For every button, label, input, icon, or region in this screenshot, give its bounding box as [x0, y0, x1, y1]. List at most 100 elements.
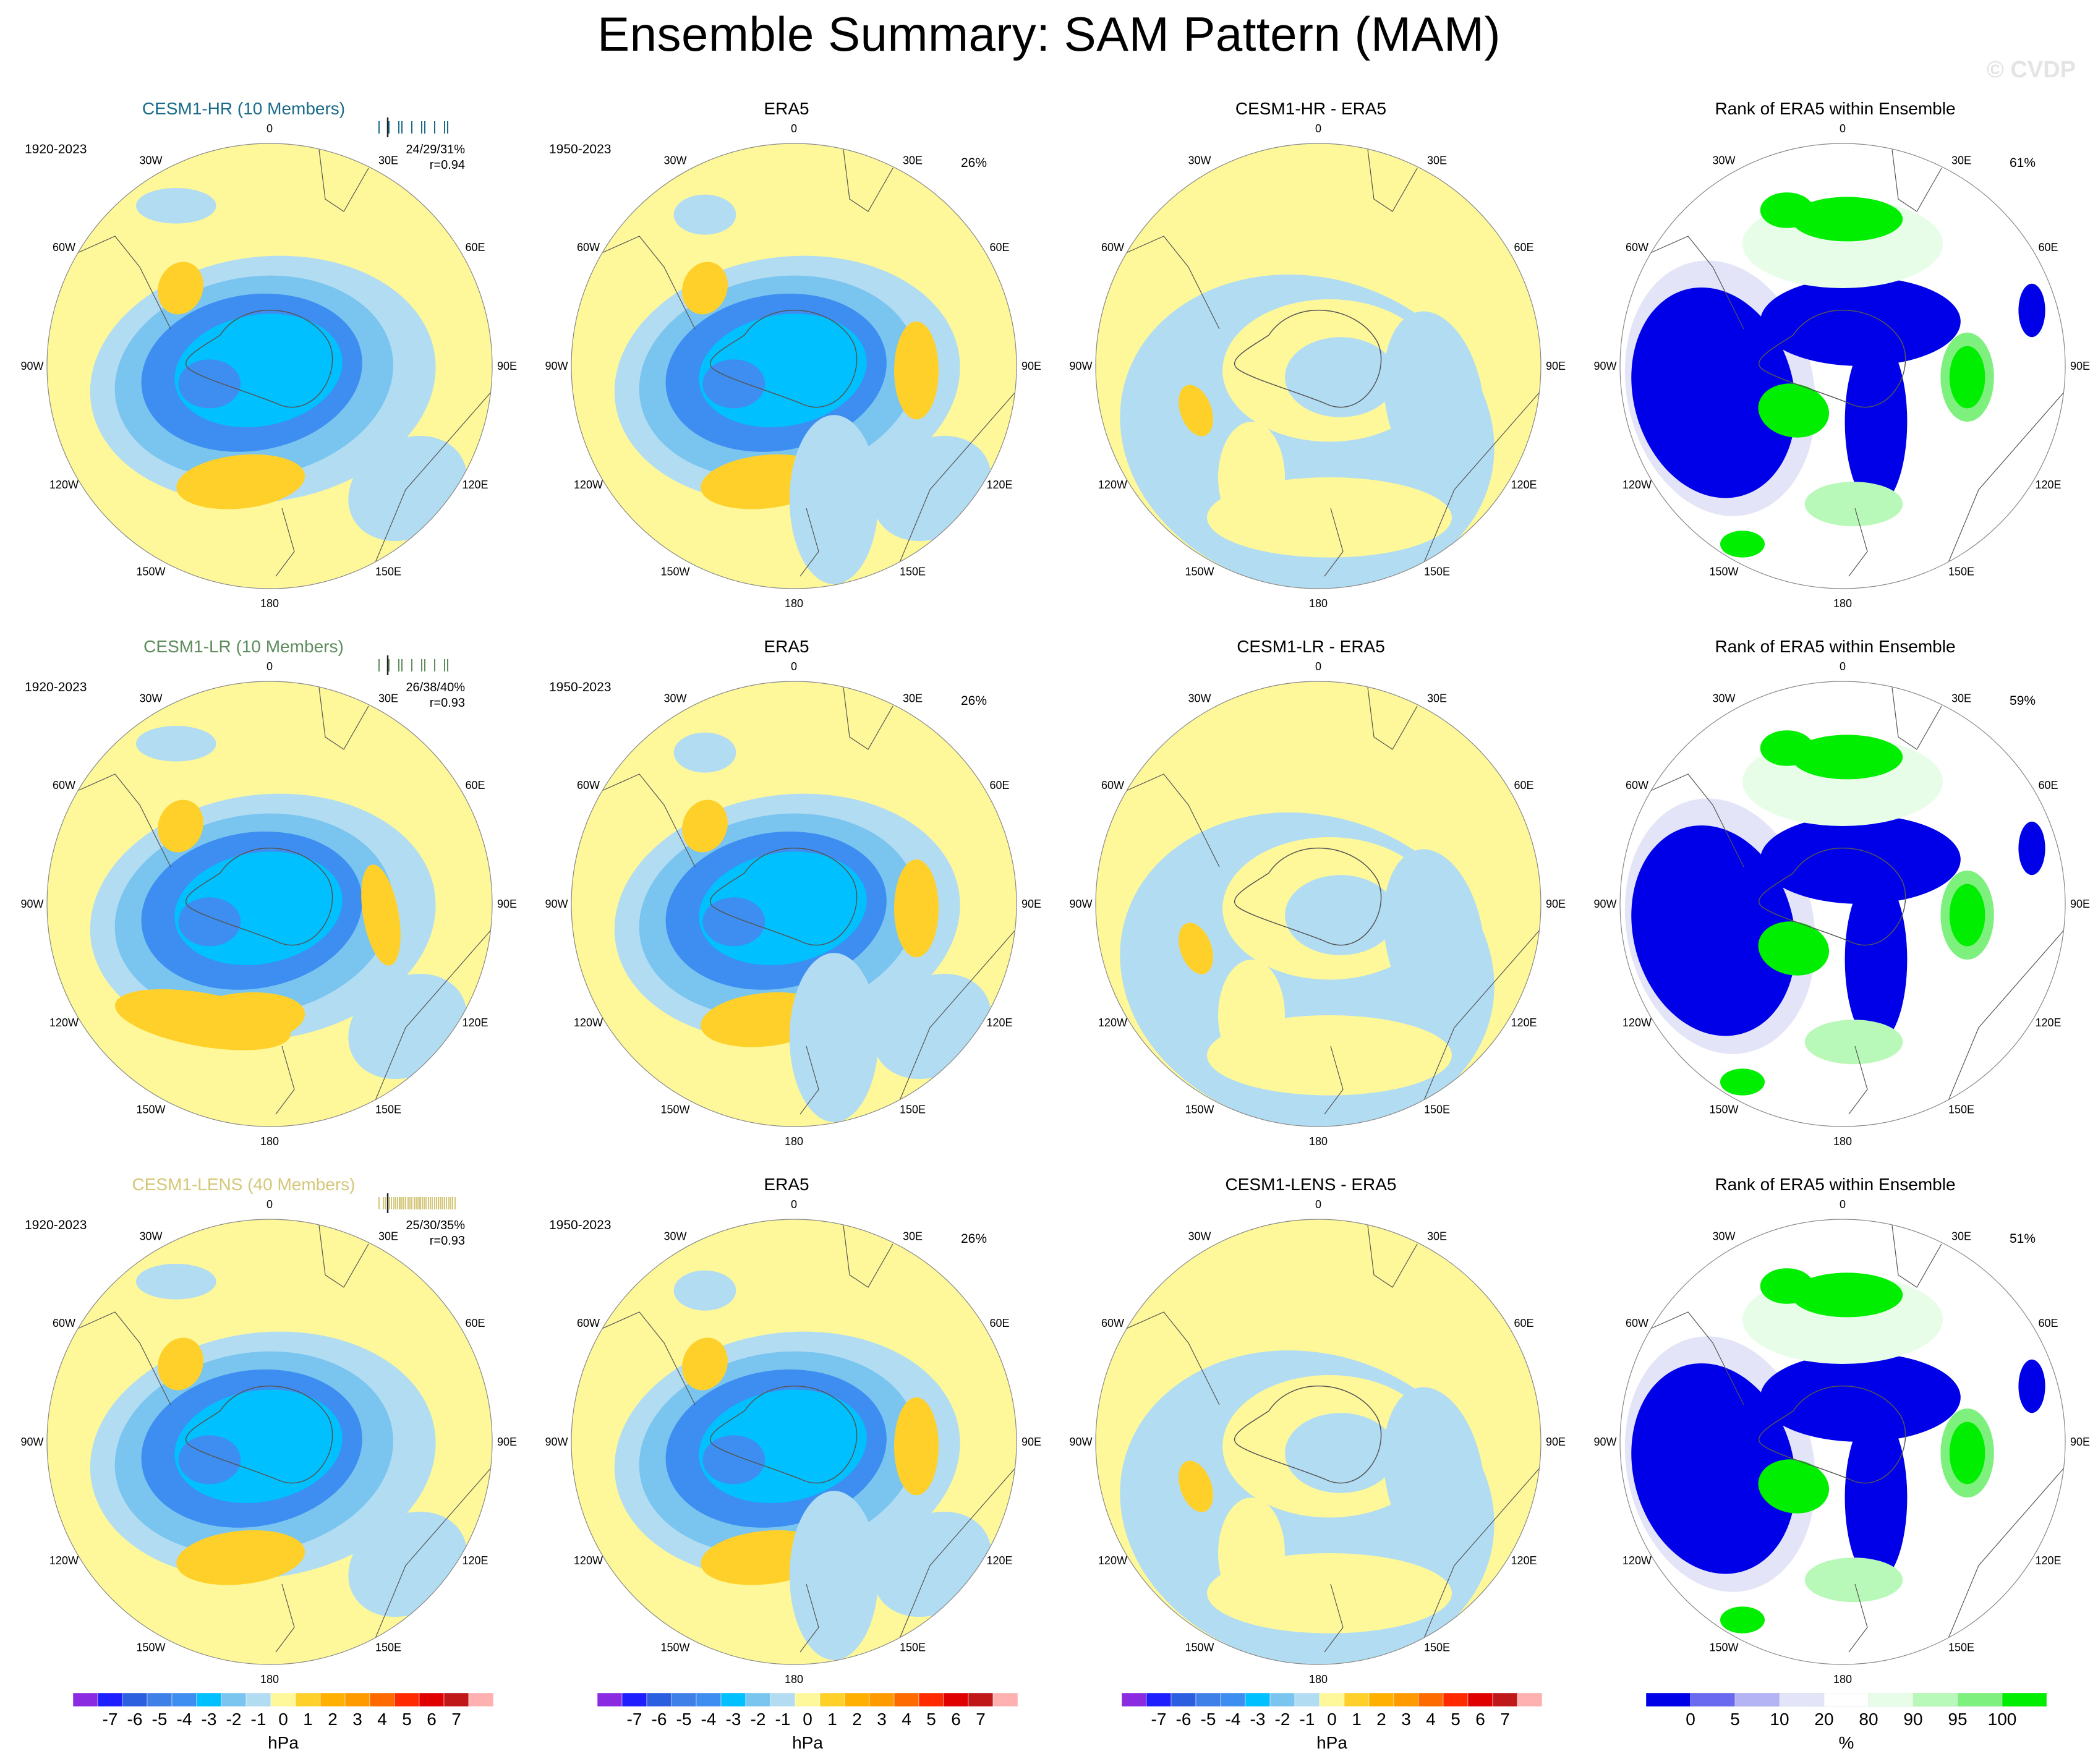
contour-region [1760, 277, 1961, 366]
contour-region [2018, 283, 2045, 338]
longitude-label: 30W [1188, 154, 1211, 166]
longitude-label: 60W [53, 241, 75, 254]
contour-region [702, 359, 765, 409]
map-boundary [571, 1219, 1017, 1665]
percent-label: 26% [961, 156, 987, 170]
diff-title: CESM1-HR - ERA5 [1235, 99, 1387, 118]
new-zealand-coastline [800, 1583, 819, 1653]
longitude-label: 60W [577, 1317, 600, 1329]
south-america-coastline [1107, 1311, 1220, 1405]
south-america-coastline [1632, 1311, 1744, 1405]
contour-region [135, 726, 216, 762]
longitude-label: 120W [49, 479, 79, 491]
colorbar-swatch [671, 1692, 697, 1707]
colorbar-tick-label: 1 [303, 1710, 313, 1729]
map-fill [1096, 143, 1541, 589]
colorbar-swatch [1195, 1692, 1221, 1707]
longitude-label: 150W [1709, 1642, 1738, 1654]
map-boundary [1619, 143, 2066, 589]
contour-region [135, 188, 216, 224]
africa-coastline [843, 1225, 893, 1288]
colorbar-unit: % [1839, 1733, 1854, 1752]
longitude-label: 90W [1593, 898, 1616, 910]
rank-title: Rank of ERA5 within Ensemble [1715, 637, 1956, 656]
longitude-label: 90W [1069, 1436, 1092, 1448]
longitude-label: 120W [1098, 1016, 1127, 1029]
colorbar-swatch [221, 1692, 247, 1707]
africa-coastline [1367, 149, 1418, 212]
longitude-label: 60E [466, 1317, 485, 1329]
longitude-label: 60E [466, 241, 485, 254]
map-boundary [1619, 681, 2066, 1127]
longitude-label: 180 [260, 597, 279, 610]
diff-title: CESM1-LENS - ERA5 [1225, 1175, 1397, 1194]
contour-region [1758, 921, 1830, 976]
colorbar-tick-label: -1 [775, 1710, 791, 1729]
colorbar-swatch [443, 1692, 469, 1707]
contour-region [1949, 1421, 1985, 1485]
colorbar-tick-label: 2 [328, 1710, 338, 1729]
colorbar-tick-label: 100 [1988, 1710, 2017, 1729]
colorbar-tick-label: 0 [1686, 1710, 1695, 1729]
contour-region [1791, 735, 1903, 780]
colorbar-tick-label: 95 [1948, 1710, 1967, 1729]
contour-region [1207, 1015, 1452, 1096]
percent-label: 61% [2010, 156, 2036, 170]
longitude-label: 0 [791, 660, 797, 673]
panel-model-row3: 0 30E 60E 90E 120E 150E 180 150W 120W 90W 60W 30W CE… [0, 1175, 524, 1713]
contour-region [1760, 730, 1814, 766]
map-fill [1620, 681, 2065, 1127]
panel-rank-row1: 0 30E 60E 90E 120E 150E 180 150W 120W 90W 60W 30W Ra… [1573, 99, 2097, 637]
longitude-label: 90W [20, 1436, 43, 1448]
pattern-correlation: r=0.93 [429, 1234, 465, 1248]
australia-coastline [898, 390, 1017, 565]
ensemble-ticks [378, 117, 448, 137]
colorbar-tick-label: 3 [352, 1710, 362, 1729]
polar-map: 0 30E 60E 90E 120E 150E 180 150W 120W 90W 60W 30W [545, 122, 1041, 610]
longitude-label: 60E [2039, 779, 2058, 791]
antarctica-coastline [709, 848, 858, 946]
colorbar-tick-label: -7 [103, 1710, 118, 1729]
contour-region [1949, 346, 1985, 409]
longitude-label: 30W [139, 1230, 162, 1242]
colorbar-swatch [97, 1692, 123, 1707]
panel-diff-row1: 0 30E 60E 90E 120E 150E 180 150W 120W 90W 60W 30W CE… [1049, 99, 1573, 637]
colorbar-swatch [745, 1692, 771, 1707]
colorbar-swatch [1146, 1692, 1172, 1707]
colorbar-swatch [1418, 1692, 1444, 1707]
polar-map: 0 30E 60E 90E 120E 150E 180 150W 120W 90W 60W 30W [1069, 1198, 1566, 1685]
contour-region [1631, 287, 1796, 498]
new-zealand-coastline [1848, 1046, 1868, 1115]
map-fill [1620, 1219, 2065, 1664]
colorbar-tick-label: 2 [852, 1710, 862, 1729]
africa-coastline [843, 687, 893, 750]
longitude-label: 0 [1315, 1198, 1321, 1211]
longitude-label: 150E [375, 1104, 401, 1116]
colorbar-swatch [696, 1692, 722, 1707]
longitude-label: 30E [1427, 154, 1447, 166]
longitude-label: 150W [136, 1104, 165, 1116]
contour-region [1179, 1460, 1213, 1512]
contour-region [1720, 1606, 1765, 1634]
colorbar-tick-label: -5 [676, 1710, 692, 1729]
new-zealand-coastline [275, 1583, 295, 1653]
colorbar-hpa-2: -7 -6 -5 -4 -3 -2 -1 0 1 2 3 4 5 6 7 hPa [597, 1692, 1024, 1764]
colorbar-tick-label: -4 [1226, 1710, 1241, 1729]
africa-coastline [318, 687, 369, 750]
colorbar-tick-label: 0 [803, 1710, 812, 1729]
period-label: 1920-2023 [25, 1218, 87, 1232]
new-zealand-coastline [1848, 1583, 1868, 1653]
longitude-label: 180 [785, 1135, 803, 1148]
colorbar-tick-label: 4 [902, 1710, 911, 1729]
longitude-label: 0 [1315, 122, 1321, 135]
antarctica-coastline [709, 310, 858, 408]
colorbar-tick-label: -6 [1176, 1710, 1192, 1729]
longitude-label: 150E [1948, 566, 1974, 578]
colorbar-tick-label: -7 [1151, 1710, 1167, 1729]
map-fill [47, 1219, 492, 1664]
panel-model-row2: 0 30E 60E 90E 120E 150E 180 150W 120W 90W 60W 30W CE… [0, 637, 524, 1175]
contour-region [158, 1337, 203, 1391]
south-america-coastline [583, 236, 696, 330]
longitude-label: 30W [663, 1230, 686, 1242]
australia-coastline [374, 390, 492, 565]
